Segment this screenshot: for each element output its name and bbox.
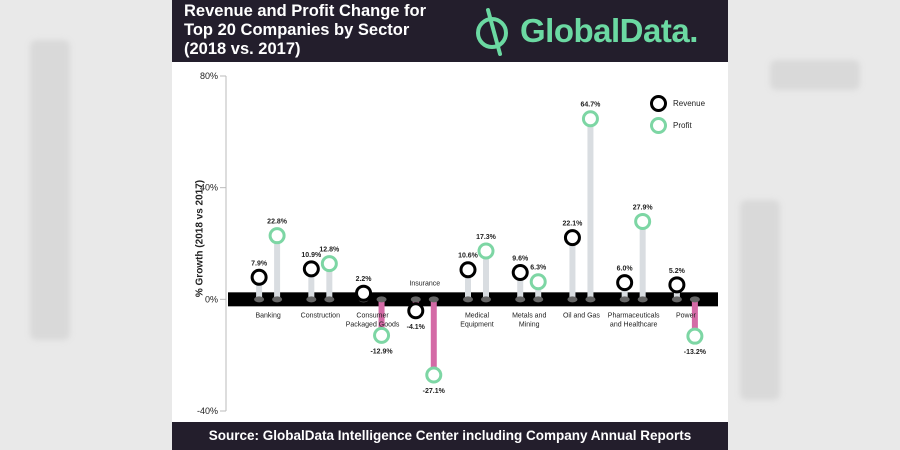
legend-item-revenue: Revenue: [650, 92, 705, 114]
y-tick-label: 80%: [200, 71, 218, 81]
category-label: Metals and Mining: [512, 312, 546, 328]
revenue-base-dot: [410, 296, 421, 303]
profit-base-dot: [272, 296, 283, 303]
revenue-base-dot: [254, 296, 265, 303]
revenue-bar: [569, 237, 576, 300]
profit-data-label: -12.9%: [370, 348, 393, 355]
source-footer: Source: GlobalData Intelligence Center i…: [172, 422, 728, 450]
profit-data-label: -13.2%: [684, 349, 707, 356]
profit-bar: [378, 299, 385, 336]
background-blur-2: [770, 60, 860, 90]
revenue-data-label: 6.0%: [617, 266, 634, 273]
profit-data-label: -27.1%: [423, 388, 446, 395]
revenue-base-dot: [306, 296, 317, 303]
category-label: Pharmaceuticals and Healthcare: [608, 312, 660, 328]
category-label: Banking: [255, 312, 280, 319]
profit-base-dot: [533, 296, 544, 303]
profit-bar: [326, 263, 333, 300]
background-blur-1: [30, 40, 70, 340]
profit-point: [373, 326, 391, 344]
chart: 80% 40% 0% -40% 7.9% 22.8% Banking 10.9%12.8% Co…: [197, 71, 718, 416]
revenue-base-dot: [463, 296, 473, 303]
profit-point: [634, 212, 652, 230]
profit-bar: [639, 221, 646, 300]
profit-data-label: 64.7%: [581, 102, 602, 109]
header: Revenue and Profit Change for Top 20 Com…: [172, 0, 728, 62]
y-tick-label: -40%: [197, 406, 218, 416]
revenue-base-dot: [671, 296, 682, 303]
profit-point: [529, 273, 547, 291]
category-label: Construction: [301, 312, 340, 319]
profit-data-label: 17.3%: [476, 234, 497, 241]
profit-bar: [430, 299, 437, 375]
revenue-point: [511, 264, 529, 282]
profit-data-label: 6.3%: [530, 265, 547, 272]
category-label: Power: [676, 312, 697, 319]
profit-bar: [274, 235, 281, 300]
profit-point: [425, 366, 443, 384]
legend: Revenue Profit: [650, 92, 705, 136]
revenue-data-label: 10.9%: [301, 252, 322, 259]
revenue-point: [563, 229, 581, 247]
legend-item-profit: Profit: [650, 114, 705, 136]
legend-swatch-profit: [650, 116, 667, 134]
profit-data-label: 22.8%: [267, 219, 288, 226]
profit-point: [686, 327, 704, 345]
revenue-data-label: -4.1%: [407, 324, 426, 331]
profit-base-dot: [376, 296, 387, 303]
profit-base-dot: [585, 296, 596, 303]
legend-swatch-revenue: [650, 94, 667, 112]
profit-point: [477, 242, 495, 260]
revenue-data-label: 22.1%: [563, 221, 584, 228]
category-label: Oil and Gas: [563, 312, 600, 319]
infographic-card: Revenue and Profit Change for Top 20 Com…: [172, 0, 728, 450]
category-label: Medical Equipment: [460, 312, 494, 328]
profit-base-dot: [324, 296, 335, 303]
revenue-point: [407, 302, 425, 320]
revenue-data-label: 2.2%: [356, 276, 373, 283]
revenue-point: [355, 284, 373, 302]
revenue-data-label: 10.6%: [458, 253, 479, 260]
profit-point: [268, 227, 286, 245]
profit-data-label: 27.9%: [633, 204, 654, 211]
category-label: Consumer Packaged Goods: [346, 312, 400, 328]
revenue-point: [616, 274, 634, 292]
legend-label-profit: Profit: [673, 120, 692, 130]
profit-bar: [483, 251, 489, 300]
revenue-point: [250, 268, 268, 286]
revenue-base-dot: [515, 296, 526, 303]
revenue-data-label: 7.9%: [251, 260, 268, 267]
profit-base-dot: [428, 296, 439, 303]
profit-point: [581, 110, 599, 128]
logo: GlobalData.: [472, 4, 698, 58]
profit-base-dot: [689, 296, 700, 303]
chart-title: Revenue and Profit Change for Top 20 Com…: [184, 2, 427, 58]
globaldata-logo-icon: [476, 8, 508, 56]
revenue-base-dot: [619, 296, 630, 303]
background-blur-3: [740, 200, 780, 400]
revenue-point: [668, 276, 686, 294]
profit-bar: [587, 118, 594, 300]
profit-base-dot: [637, 296, 648, 303]
profit-bar: [691, 299, 698, 337]
logo-text: GlobalData.: [520, 12, 698, 49]
revenue-data-label: 9.6%: [512, 256, 529, 263]
y-tick-label: 0%: [205, 294, 218, 304]
revenue-point: [302, 260, 320, 278]
profit-base-dot: [481, 296, 491, 303]
revenue-data-label: 5.2%: [669, 268, 686, 275]
y-tick-label: 40%: [200, 183, 218, 193]
revenue-point: [459, 261, 477, 279]
profit-data-label: 12.8%: [319, 247, 340, 254]
profit-point: [320, 255, 338, 273]
revenue-base-dot: [567, 296, 578, 303]
category-label: Insurance: [409, 280, 440, 287]
legend-label-revenue: Revenue: [673, 98, 706, 108]
